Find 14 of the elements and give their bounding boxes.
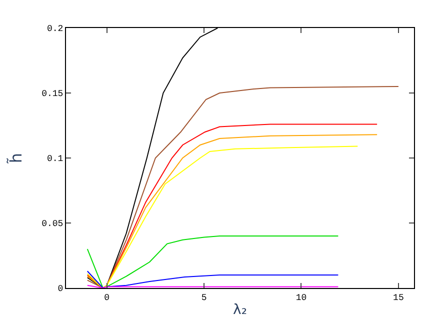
y-tick-label: 0.15 xyxy=(42,89,64,100)
line-series xyxy=(86,86,399,288)
y-tick-label: 0.1 xyxy=(46,154,64,164)
y-tick-label: 0.05 xyxy=(42,219,64,230)
y-tick-label: 0.2 xyxy=(46,24,64,34)
line-series xyxy=(86,270,339,288)
line-series xyxy=(86,236,339,288)
x-tick-label: 10 xyxy=(296,292,307,303)
y-axis-title: h̃ xyxy=(6,152,26,164)
x-tick-label: 15 xyxy=(393,292,404,303)
x-axis-title: λ₂ xyxy=(233,302,247,318)
y-tick-label: 0 xyxy=(58,284,64,294)
x-tick-label: 0 xyxy=(104,292,110,303)
x-tick-label: 5 xyxy=(201,292,207,303)
